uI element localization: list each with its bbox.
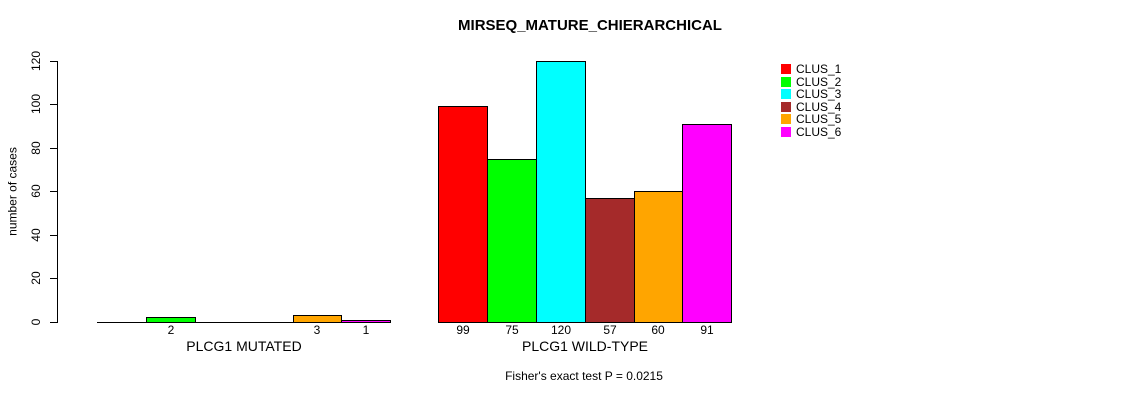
legend-label: CLUS_1 (796, 62, 842, 76)
bar-clus_2 (146, 317, 196, 323)
bar-value-label: 3 (313, 323, 321, 337)
bar-value-label: 57 (603, 323, 617, 337)
y-axis-tick (50, 61, 57, 62)
legend-label: CLUS_4 (796, 100, 842, 114)
legend-swatch-clus_5 (781, 114, 791, 124)
y-axis-tick-label: 40 (29, 228, 43, 242)
bar-clus_3 (536, 61, 586, 323)
bar-clus_1 (438, 106, 488, 323)
legend-label: CLUS_5 (796, 112, 842, 126)
bar-value-label: 2 (167, 323, 175, 337)
y-axis-tick (50, 235, 57, 236)
y-axis-line (57, 61, 58, 323)
y-axis-tick-label: 20 (29, 271, 43, 285)
y-axis-tick-label: 120 (29, 50, 43, 72)
group-baseline (97, 322, 391, 323)
y-axis-tick (50, 191, 57, 192)
legend-swatch-clus_1 (781, 64, 791, 74)
bar-clus_5 (293, 315, 342, 323)
y-axis-tick (50, 278, 57, 279)
bar-clus_4 (585, 198, 635, 323)
bar-value-label: 60 (651, 323, 665, 337)
y-axis-label: number of cases (5, 147, 20, 236)
bar-value-label: 91 (700, 323, 714, 337)
bar-clus_6 (682, 124, 732, 323)
y-axis-tick-label: 60 (29, 184, 43, 198)
legend-label: CLUS_2 (796, 75, 842, 89)
legend-label: CLUS_6 (796, 125, 842, 139)
bar-value-label: 99 (456, 323, 470, 337)
bar-value-label: 120 (550, 323, 572, 337)
legend-swatch-clus_3 (781, 89, 791, 99)
bar-clus_6 (341, 320, 391, 323)
group-label: PLCG1 WILD-TYPE (521, 338, 649, 354)
bar-value-label: 1 (362, 323, 370, 337)
legend-label: CLUS_3 (796, 87, 842, 101)
group-label: PLCG1 MUTATED (186, 338, 302, 354)
y-axis-tick (50, 104, 57, 105)
bar-clus_5 (634, 191, 683, 323)
y-axis-tick-label: 100 (29, 93, 43, 115)
bar-clus_2 (487, 159, 537, 323)
bar-value-label: 75 (505, 323, 519, 337)
legend-swatch-clus_6 (781, 127, 791, 137)
fisher-test-annotation: Fisher's exact test P = 0.0215 (505, 369, 663, 383)
legend-swatch-clus_2 (781, 77, 791, 87)
y-axis-tick (50, 322, 57, 323)
legend-swatch-clus_4 (781, 102, 791, 112)
y-axis-tick-label: 80 (29, 141, 43, 155)
y-axis-tick (50, 148, 57, 149)
chart-title: MIRSEQ_MATURE_CHIERARCHICAL (458, 17, 722, 34)
y-axis-tick-label: 0 (29, 318, 43, 326)
